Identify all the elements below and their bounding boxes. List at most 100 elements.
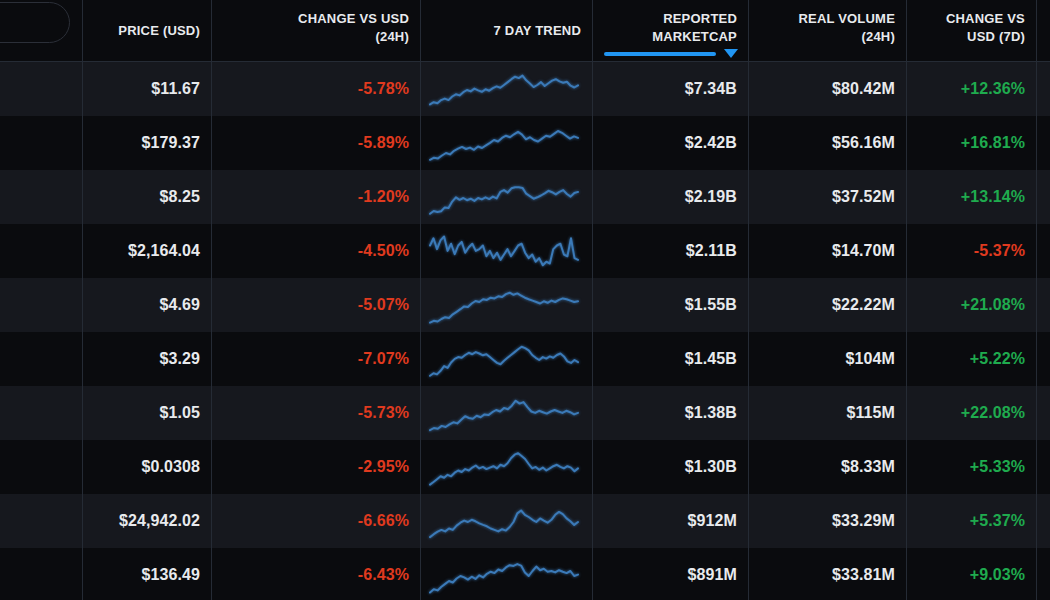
change-24h-cell: -2.95% [212, 440, 421, 494]
table-row[interactable]: $0.0308 -2.95% $1.30B $8.33M +5.33% [0, 440, 1050, 494]
trend-cell [421, 278, 593, 332]
asset-cell-stub [0, 170, 83, 224]
table-row[interactable]: $136.49 -6.43% $891M $33.81M +9.03% [0, 548, 1050, 600]
column-header-change-24h[interactable]: CHANGE VS USD (24H) [212, 0, 421, 62]
change-7d-cell: +5.33% [907, 440, 1037, 494]
column-header-marketcap[interactable]: REPORTED MARKETCAP [593, 0, 749, 62]
row-edge-stub [1037, 440, 1050, 494]
price-cell: $4.69 [83, 278, 212, 332]
crypto-screener-table: PRICE (USD) CHANGE VS USD (24H) 7 DAY TR… [0, 0, 1050, 600]
change-24h-cell: -1.20% [212, 170, 421, 224]
row-edge-stub [1037, 278, 1050, 332]
change-7d-cell: +13.14% [907, 170, 1037, 224]
price-cell: $24,942.02 [83, 494, 212, 548]
volume-cell: $115M [749, 386, 907, 440]
price-cell: $1.05 [83, 386, 212, 440]
column-header-label: CHANGE VS [946, 10, 1025, 28]
marketcap-cell: $1.55B [593, 278, 749, 332]
marketcap-cell: $891M [593, 548, 749, 600]
change-7d-cell: -5.37% [907, 224, 1037, 278]
column-header-label: USD (7D) [967, 28, 1025, 46]
row-edge-stub [1037, 548, 1050, 600]
column-header-label: REPORTED [663, 10, 737, 28]
table-body: $11.67 -5.78% $7.34B $80.42M +12.36% $17… [0, 62, 1050, 600]
table-row[interactable]: $179.37 -5.89% $2.42B $56.16M +16.81% [0, 116, 1050, 170]
marketcap-cell: $912M [593, 494, 749, 548]
volume-cell: $104M [749, 332, 907, 386]
trend-cell [421, 494, 593, 548]
trend-cell [421, 116, 593, 170]
table-row[interactable]: $4.69 -5.07% $1.55B $22.22M +21.08% [0, 278, 1050, 332]
table-row[interactable]: $11.67 -5.78% $7.34B $80.42M +12.36% [0, 62, 1050, 116]
trend-sparkline [429, 500, 579, 542]
change-7d-cell: +12.36% [907, 62, 1037, 116]
trend-sparkline [429, 230, 579, 272]
trend-sparkline [429, 554, 579, 596]
table-row[interactable]: $3.29 -7.07% $1.45B $104M +5.22% [0, 332, 1050, 386]
asset-cell-stub [0, 440, 83, 494]
volume-cell: $37.52M [749, 170, 907, 224]
trend-sparkline [429, 284, 579, 326]
volume-cell: $80.42M [749, 62, 907, 116]
column-header-volume[interactable]: REAL VOLUME (24H) [749, 0, 907, 62]
column-header-trend[interactable]: 7 DAY TREND [421, 0, 593, 62]
asset-cell-stub [0, 494, 83, 548]
table-row[interactable]: $2,164.04 -4.50% $2.11B $14.70M -5.37% [0, 224, 1050, 278]
asset-cell-stub [0, 62, 83, 116]
marketcap-cell: $2.11B [593, 224, 749, 278]
change-24h-cell: -6.66% [212, 494, 421, 548]
price-cell: $136.49 [83, 548, 212, 600]
trend-cell [421, 440, 593, 494]
volume-cell: $33.81M [749, 548, 907, 600]
trend-cell [421, 386, 593, 440]
volume-cell: $22.22M [749, 278, 907, 332]
row-edge-stub [1037, 386, 1050, 440]
price-cell: $3.29 [83, 332, 212, 386]
trend-sparkline [429, 122, 579, 164]
change-24h-cell: -7.07% [212, 332, 421, 386]
trend-cell [421, 332, 593, 386]
row-edge-stub [1037, 62, 1050, 116]
asset-cell-stub [0, 278, 83, 332]
column-header-label: (24H) [375, 28, 409, 46]
marketcap-cell: $2.19B [593, 170, 749, 224]
row-edge-stub [1037, 170, 1050, 224]
change-7d-cell: +5.37% [907, 494, 1037, 548]
volume-cell: $33.29M [749, 494, 907, 548]
marketcap-cell: $7.34B [593, 62, 749, 116]
column-header-edge-stub [1037, 0, 1050, 62]
marketcap-cell: $1.45B [593, 332, 749, 386]
price-cell: $0.0308 [83, 440, 212, 494]
column-header-label: (24H) [861, 28, 895, 46]
table-row[interactable]: $24,942.02 -6.66% $912M $33.29M +5.37% [0, 494, 1050, 548]
row-edge-stub [1037, 332, 1050, 386]
trend-cell [421, 170, 593, 224]
column-header-label: 7 DAY TREND [494, 22, 581, 40]
trend-sparkline [429, 338, 579, 380]
marketcap-cell: $2.42B [593, 116, 749, 170]
change-24h-cell: -5.73% [212, 386, 421, 440]
asset-cell-stub [0, 224, 83, 278]
sort-underline [604, 52, 716, 56]
change-24h-cell: -4.50% [212, 224, 421, 278]
trend-sparkline [429, 176, 579, 218]
trend-sparkline [429, 446, 579, 488]
sort-indicator [604, 49, 738, 58]
trend-sparkline [429, 68, 579, 110]
table-row[interactable]: $8.25 -1.20% $2.19B $37.52M +13.14% [0, 170, 1050, 224]
trend-cell [421, 548, 593, 600]
column-header-price[interactable]: PRICE (USD) [83, 0, 212, 62]
change-24h-cell: -6.43% [212, 548, 421, 600]
change-24h-cell: -5.89% [212, 116, 421, 170]
pill-button[interactable] [0, 2, 70, 43]
marketcap-cell: $1.38B [593, 386, 749, 440]
change-7d-cell: +9.03% [907, 548, 1037, 600]
table-row[interactable]: $1.05 -5.73% $1.38B $115M +22.08% [0, 386, 1050, 440]
column-header-label: PRICE (USD) [118, 22, 200, 40]
volume-cell: $14.70M [749, 224, 907, 278]
row-edge-stub [1037, 116, 1050, 170]
change-7d-cell: +16.81% [907, 116, 1037, 170]
table-header-row: PRICE (USD) CHANGE VS USD (24H) 7 DAY TR… [0, 0, 1050, 62]
column-header-change-7d[interactable]: CHANGE VS USD (7D) [907, 0, 1037, 62]
trend-cell [421, 224, 593, 278]
